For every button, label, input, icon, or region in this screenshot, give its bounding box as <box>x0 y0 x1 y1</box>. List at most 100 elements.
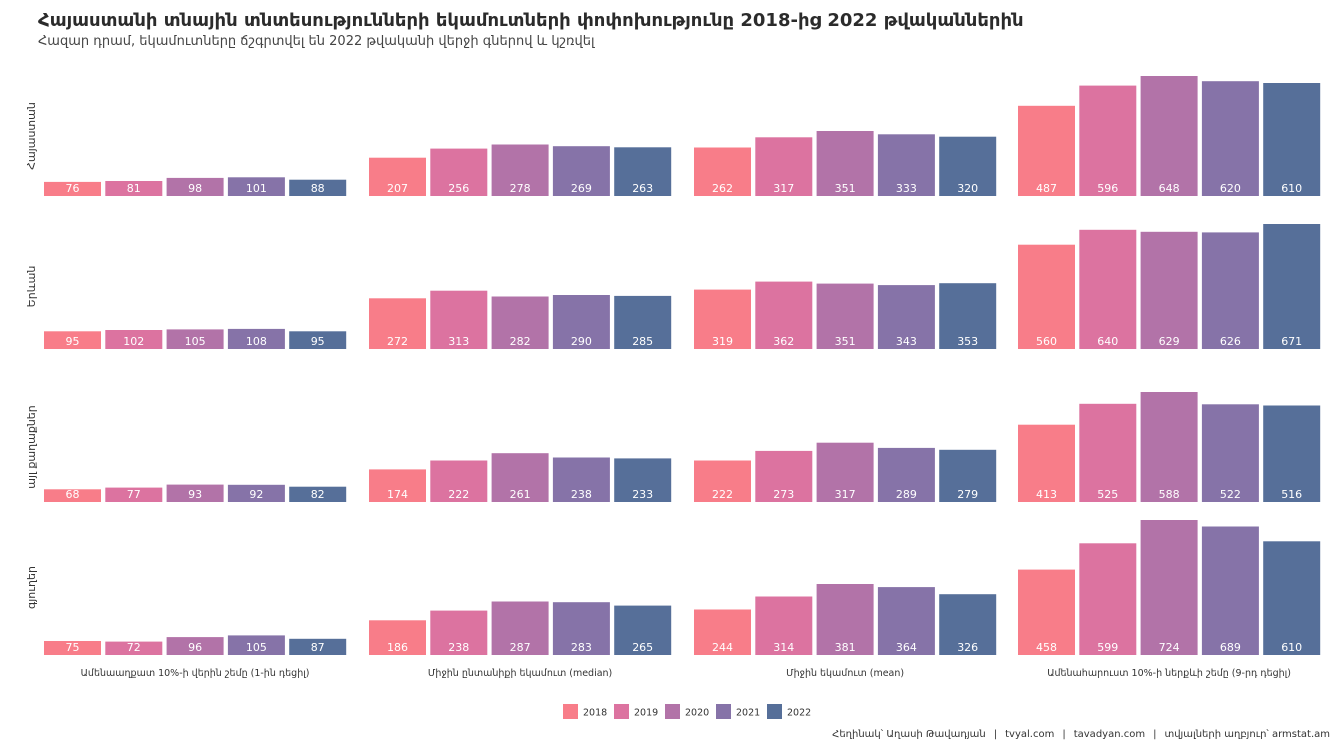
data-label-r3-c1-2021: 283 <box>571 641 592 654</box>
data-label-r1-c0-2022: 95 <box>311 335 325 348</box>
bar-r0-c1-2019 <box>430 148 488 196</box>
data-label-r3-c2-2020: 381 <box>835 641 856 654</box>
data-label-r3-c0-2021: 105 <box>246 641 267 654</box>
bar-r1-c1-2021 <box>552 295 610 349</box>
bar-r0-c3-2020 <box>1140 76 1198 196</box>
data-label-r3-c1-2022: 265 <box>632 641 653 654</box>
data-label-r1-c3-2021: 626 <box>1220 335 1241 348</box>
data-label-r0-c3-2018: 487 <box>1036 182 1057 195</box>
data-label-r3-c3-2021: 689 <box>1220 641 1241 654</box>
legend-swatch-2018 <box>563 704 578 719</box>
data-label-r0-c0-2019: 81 <box>127 182 141 195</box>
bar-r0-c2-2021 <box>877 134 935 196</box>
data-label-r2-c3-2022: 516 <box>1281 488 1302 501</box>
data-label-r3-c1-2019: 238 <box>448 641 469 654</box>
bar-r1-c0-2021 <box>227 328 285 349</box>
data-label-r2-c2-2020: 317 <box>835 488 856 501</box>
bar-r2-c3-2021 <box>1201 404 1259 502</box>
data-label-r1-c3-2020: 629 <box>1159 335 1180 348</box>
bar-r1-c2-2019 <box>755 281 813 349</box>
bar-r0-c3-2019 <box>1079 85 1137 196</box>
bar-r0-c3-2021 <box>1201 81 1259 196</box>
bar-r3-c2-2021 <box>877 587 935 655</box>
chart-title: Հայաստանի տնային տնտեսությունների եկամու… <box>38 10 1024 31</box>
data-label-r0-c0-2022: 88 <box>311 182 325 195</box>
bar-r1-c0-2019 <box>105 330 163 349</box>
bar-r3-c1-2022 <box>614 605 672 655</box>
data-label-r2-c2-2019: 273 <box>773 488 794 501</box>
bar-r3-c1-2021 <box>552 602 610 655</box>
bar-r2-c0-2020 <box>166 484 224 502</box>
col-label-2: Միջին եկամուտ (mean) <box>786 668 904 679</box>
data-label-r1-c1-2020: 282 <box>510 335 531 348</box>
bar-r1-c3-2022 <box>1263 224 1321 349</box>
data-label-r0-c1-2018: 207 <box>387 182 408 195</box>
bar-r0-c0-2020 <box>166 177 224 196</box>
data-label-r1-c3-2022: 671 <box>1281 335 1302 348</box>
bar-r2-c2-2018 <box>694 460 751 502</box>
bar-r1-c1-2018 <box>369 298 426 349</box>
data-label-r1-c0-2019: 102 <box>123 335 144 348</box>
bar-r2-c0-2021 <box>227 484 285 502</box>
data-label-r0-c3-2022: 610 <box>1281 182 1302 195</box>
bar-r0-c2-2020 <box>816 131 874 196</box>
bar-r1-c2-2020 <box>816 283 874 349</box>
data-label-r1-c1-2021: 290 <box>571 335 592 348</box>
data-label-r3-c2-2018: 244 <box>712 641 733 654</box>
row-label-0: Հայաստան <box>25 102 38 170</box>
bar-r0-c0-2019 <box>105 181 163 196</box>
data-label-r0-c3-2020: 648 <box>1159 182 1180 195</box>
data-label-r1-c2-2022: 353 <box>957 335 978 348</box>
bar-r0-c1-2020 <box>491 144 549 196</box>
bar-r2-c3-2020 <box>1140 392 1198 502</box>
bar-r0-c0-2021 <box>227 177 285 196</box>
data-label-r2-c0-2021: 92 <box>249 488 263 501</box>
bar-r1-c0-2018 <box>44 331 101 349</box>
data-label-r2-c3-2018: 413 <box>1036 488 1057 501</box>
data-label-r1-c2-2021: 343 <box>896 335 917 348</box>
bar-r3-c3-2022 <box>1263 541 1321 655</box>
bar-r1-c3-2019 <box>1079 229 1137 349</box>
data-label-r0-c2-2021: 333 <box>896 182 917 195</box>
legend-label-2019: 2019 <box>634 708 658 719</box>
data-label-r2-c0-2020: 93 <box>188 488 202 501</box>
bar-r2-c1-2019 <box>430 460 488 502</box>
data-label-r3-c2-2022: 326 <box>957 641 978 654</box>
bar-r3-c3-2020 <box>1140 520 1198 655</box>
data-label-r3-c1-2018: 186 <box>387 641 408 654</box>
bar-r1-c2-2021 <box>877 285 935 349</box>
data-label-r3-c2-2021: 364 <box>896 641 917 654</box>
caption-source: տվյալների աղբյուր՝ armstat.am <box>1164 729 1330 740</box>
data-label-r3-c3-2019: 599 <box>1097 641 1118 654</box>
bar-r3-c3-2019 <box>1079 543 1137 655</box>
bar-r2-c1-2021 <box>552 457 610 502</box>
data-label-r2-c3-2021: 522 <box>1220 488 1241 501</box>
bar-r0-c3-2022 <box>1263 83 1321 196</box>
data-label-r2-c2-2021: 289 <box>896 488 917 501</box>
data-label-r0-c3-2019: 596 <box>1097 182 1118 195</box>
data-label-r3-c0-2019: 72 <box>127 641 141 654</box>
bar-r2-c2-2019 <box>755 450 813 502</box>
bar-r3-c0-2021 <box>227 635 285 655</box>
data-label-r0-c0-2021: 101 <box>246 182 267 195</box>
legend-swatch-2022 <box>767 704 782 719</box>
bar-r0-c0-2018 <box>44 181 101 196</box>
data-label-r2-c0-2018: 68 <box>66 488 80 501</box>
data-label-r1-c3-2019: 640 <box>1097 335 1118 348</box>
bar-r3-c0-2022 <box>289 638 347 655</box>
data-label-r1-c3-2018: 560 <box>1036 335 1057 348</box>
bar-r1-c1-2019 <box>430 290 488 349</box>
data-label-r0-c2-2022: 320 <box>957 182 978 195</box>
bar-r1-c3-2020 <box>1140 231 1198 349</box>
data-label-r3-c3-2020: 724 <box>1159 641 1180 654</box>
bar-r2-c1-2020 <box>491 453 549 502</box>
bar-r1-c1-2022 <box>614 295 672 349</box>
bar-r1-c2-2018 <box>694 289 751 349</box>
bar-r2-c0-2019 <box>105 487 163 502</box>
data-label-r2-c2-2022: 279 <box>957 488 978 501</box>
data-label-r0-c2-2020: 351 <box>835 182 856 195</box>
legend-swatch-2020 <box>665 704 680 719</box>
legend-label-2020: 2020 <box>685 708 709 719</box>
data-label-r3-c0-2022: 87 <box>311 641 325 654</box>
